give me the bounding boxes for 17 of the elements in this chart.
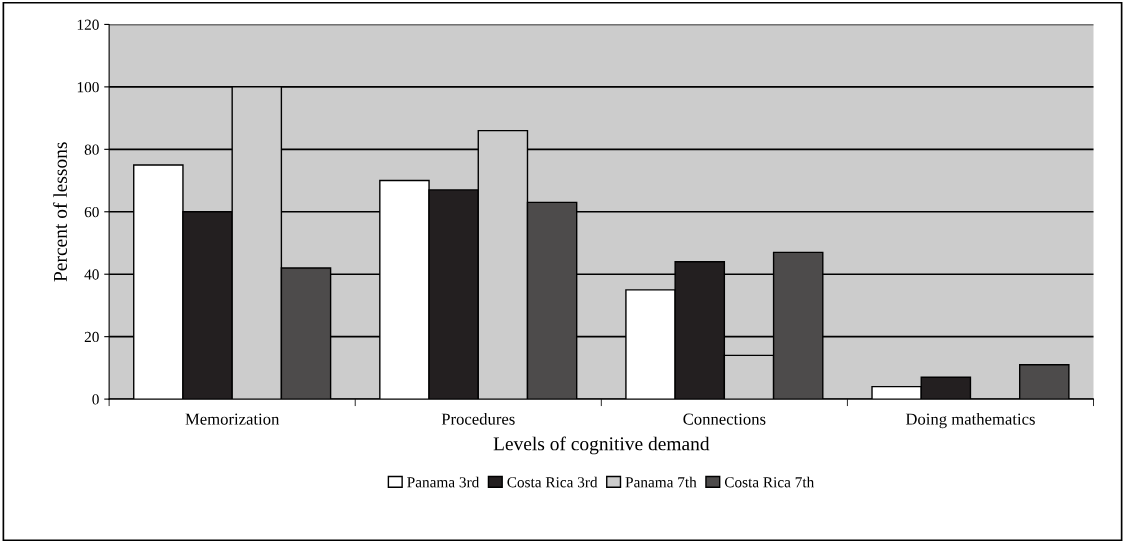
y-tick-label: 40 [84,269,99,280]
y-tick-label: 80 [84,144,99,155]
x-tick-label: Procedures [441,412,515,425]
legend-label: Costa Rica 3rd [507,476,598,488]
x-axis-title: Levels of cognitive demand [493,436,710,455]
legend-label: Panama 7th [625,476,697,488]
y-tick-label: 0 [92,394,99,405]
x-tick-label: Doing mathematics [905,412,1035,429]
y-axis-title: Percent of lessons [53,142,67,282]
y-tick-label: 20 [84,331,99,343]
legend-label: Panama 3rd [407,476,480,488]
x-tick-label: Connections [683,413,766,425]
y-tick-label: 60 [84,206,99,218]
x-tick-label: Memorization [185,413,280,425]
legend-label: Costa Rica 7th [724,476,815,488]
y-tick-label: 120 [77,19,99,30]
y-tick-label: 100 [77,82,99,93]
